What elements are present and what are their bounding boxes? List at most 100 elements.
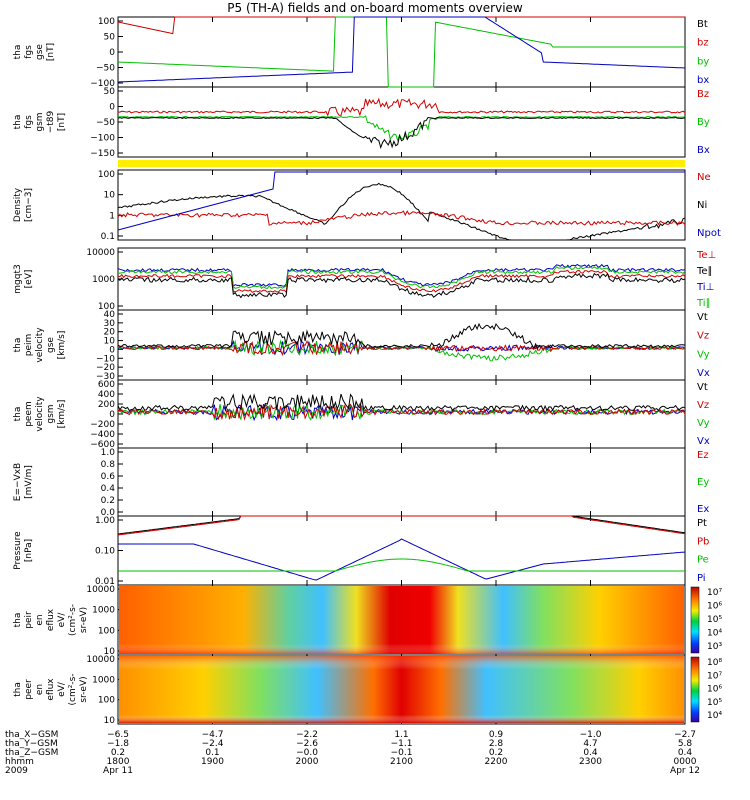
y-axis-label: en: [35, 684, 45, 695]
colorbar-tick-label: 10⁶: [707, 685, 722, 695]
y-tick-label: 0: [109, 410, 115, 420]
series-Npot: [117, 171, 685, 231]
ephemeris-value: −1.8: [107, 739, 129, 749]
y-axis-label: tha: [13, 115, 23, 130]
ephemeris-value: 2000: [296, 757, 319, 767]
y-tick-label: 0.6: [101, 472, 116, 482]
y-tick-label: −150: [90, 149, 115, 159]
y-tick-label: −400: [90, 430, 115, 440]
series-Pb: [117, 515, 686, 536]
y-tick-label: −50: [96, 64, 115, 74]
y-tick-label: 1.0: [101, 448, 116, 458]
y-tick-label: 0: [109, 345, 115, 355]
y-tick-label: 50: [104, 87, 116, 97]
y-tick-label: 0.8: [101, 460, 116, 470]
y-tick-label: 0: [109, 103, 115, 113]
series-Ne: [117, 210, 686, 226]
ephemeris-row-label: tha_Z−GSM: [5, 748, 58, 758]
legend-entry-Pt: Pt: [697, 518, 707, 529]
y-tick-label: −600: [90, 440, 115, 450]
legend-entry-Bz: Bz: [697, 89, 709, 100]
ephemeris-value: −2.2: [296, 730, 318, 740]
ephemeris-value: 2300: [579, 757, 602, 767]
y-tick-label: 10000: [86, 655, 115, 665]
colorbar-tick-label: 10⁴: [707, 629, 722, 639]
legend-entry-Ni: Ni: [697, 200, 707, 211]
y-tick-label: −20: [96, 363, 115, 373]
y-axis-label: gse: [46, 337, 56, 353]
y-tick-label: −50: [96, 118, 115, 128]
colorbar-tick-label: 10⁵: [707, 698, 722, 708]
y-axis-label: mgqt3: [13, 264, 23, 293]
y-tick-label: 100: [98, 17, 115, 27]
y-axis-label: eV/: [57, 681, 67, 697]
y-tick-label: 10: [104, 191, 116, 201]
y-axis-label: Density: [13, 187, 23, 222]
y-tick-label: 100: [98, 626, 115, 636]
ephemeris-year: 2009: [5, 766, 28, 776]
y-axis-label: tha: [13, 45, 23, 60]
y-axis-label: (cm²-s-: [68, 604, 78, 636]
panel-frame-fgs-gse: [117, 16, 686, 88]
panel-frame-density: [117, 169, 686, 241]
ephemeris-value: −0.0: [296, 748, 318, 758]
y-tick-label: −100: [90, 79, 115, 89]
ephemeris-value: 2100: [390, 757, 413, 767]
y-tick-label: 600: [98, 380, 115, 390]
y-tick-label: 0.10: [95, 547, 115, 557]
ephemeris-value: 5.8: [678, 739, 693, 749]
y-axis-label: en: [35, 614, 45, 625]
panel-frame-efield: [117, 447, 686, 517]
legend-entry-Bx: Bx: [697, 145, 710, 156]
y-tick-label: 30: [104, 319, 116, 329]
y-tick-label: 0.01: [95, 577, 115, 587]
series-Vt: [117, 322, 686, 350]
y-tick-label: 0.4: [101, 484, 116, 494]
series-Pe: [118, 558, 685, 572]
plot-title: P5 (TH-A) fields and on-board moments ov…: [227, 1, 523, 15]
ephemeris-row-label: tha_X−GSM: [5, 730, 58, 740]
y-tick-label: 40: [104, 310, 116, 320]
y-tick-label: 100: [98, 302, 115, 312]
y-axis-label: [mV/m]: [24, 465, 34, 499]
legend-entry-Npot: Npot: [697, 228, 721, 239]
y-tick-label: 20: [104, 328, 116, 338]
y-tick-label: −200: [90, 420, 115, 430]
y-axis-label: [km/s]: [57, 331, 67, 360]
panel-frame-fgs-gsm-t89: [117, 86, 686, 158]
colorbar-tick-label: 10⁵: [707, 615, 722, 625]
y-axis-label: [nPa]: [24, 539, 34, 562]
series-by: [117, 16, 685, 88]
ephemeris-value: 0.9: [489, 730, 504, 740]
ephemeris-value: 0.4: [678, 748, 693, 758]
series-Ni: [117, 182, 686, 241]
ephemeris-value: −2.6: [296, 739, 318, 749]
legend-entry-Vy: Vy: [697, 349, 710, 360]
legend-entry-Te⊥: Te⊥: [696, 250, 716, 261]
series-Te-par: [117, 272, 686, 299]
ephemeris-date-end: Apr 12: [670, 766, 700, 776]
ephemeris-date-start: Apr 11: [103, 766, 133, 776]
y-tick-label: −100: [90, 134, 115, 144]
y-tick-label: 1: [109, 211, 115, 221]
y-tick-label: 400: [98, 390, 115, 400]
legend-entry-Vx: Vx: [697, 368, 710, 379]
ephemeris-value: 0.2: [489, 748, 503, 758]
ephemeris-value: 1800: [107, 757, 130, 767]
legend-entry-Pe: Pe: [697, 555, 709, 566]
colorbar-tick-label: 10³: [707, 642, 722, 652]
y-axis-label: peir: [24, 611, 34, 629]
colorbar: [690, 586, 700, 654]
series-Ti-par: [117, 265, 686, 290]
ephemeris-value: −1.0: [580, 730, 602, 740]
y-axis-label: tha: [13, 613, 23, 628]
y-axis-label: eV/: [57, 612, 67, 628]
ephemeris-value: 0.2: [111, 748, 125, 758]
ephemeris-value: 0000: [674, 757, 697, 767]
y-axis-label: gsm: [35, 112, 45, 131]
y-tick-label: 0.0: [101, 508, 116, 518]
y-tick-label: 0: [109, 48, 115, 58]
colorbar-tick-label: 10⁷: [707, 588, 722, 598]
legend-entry-bz: bz: [697, 38, 709, 49]
ephemeris-value: 1900: [201, 757, 224, 767]
